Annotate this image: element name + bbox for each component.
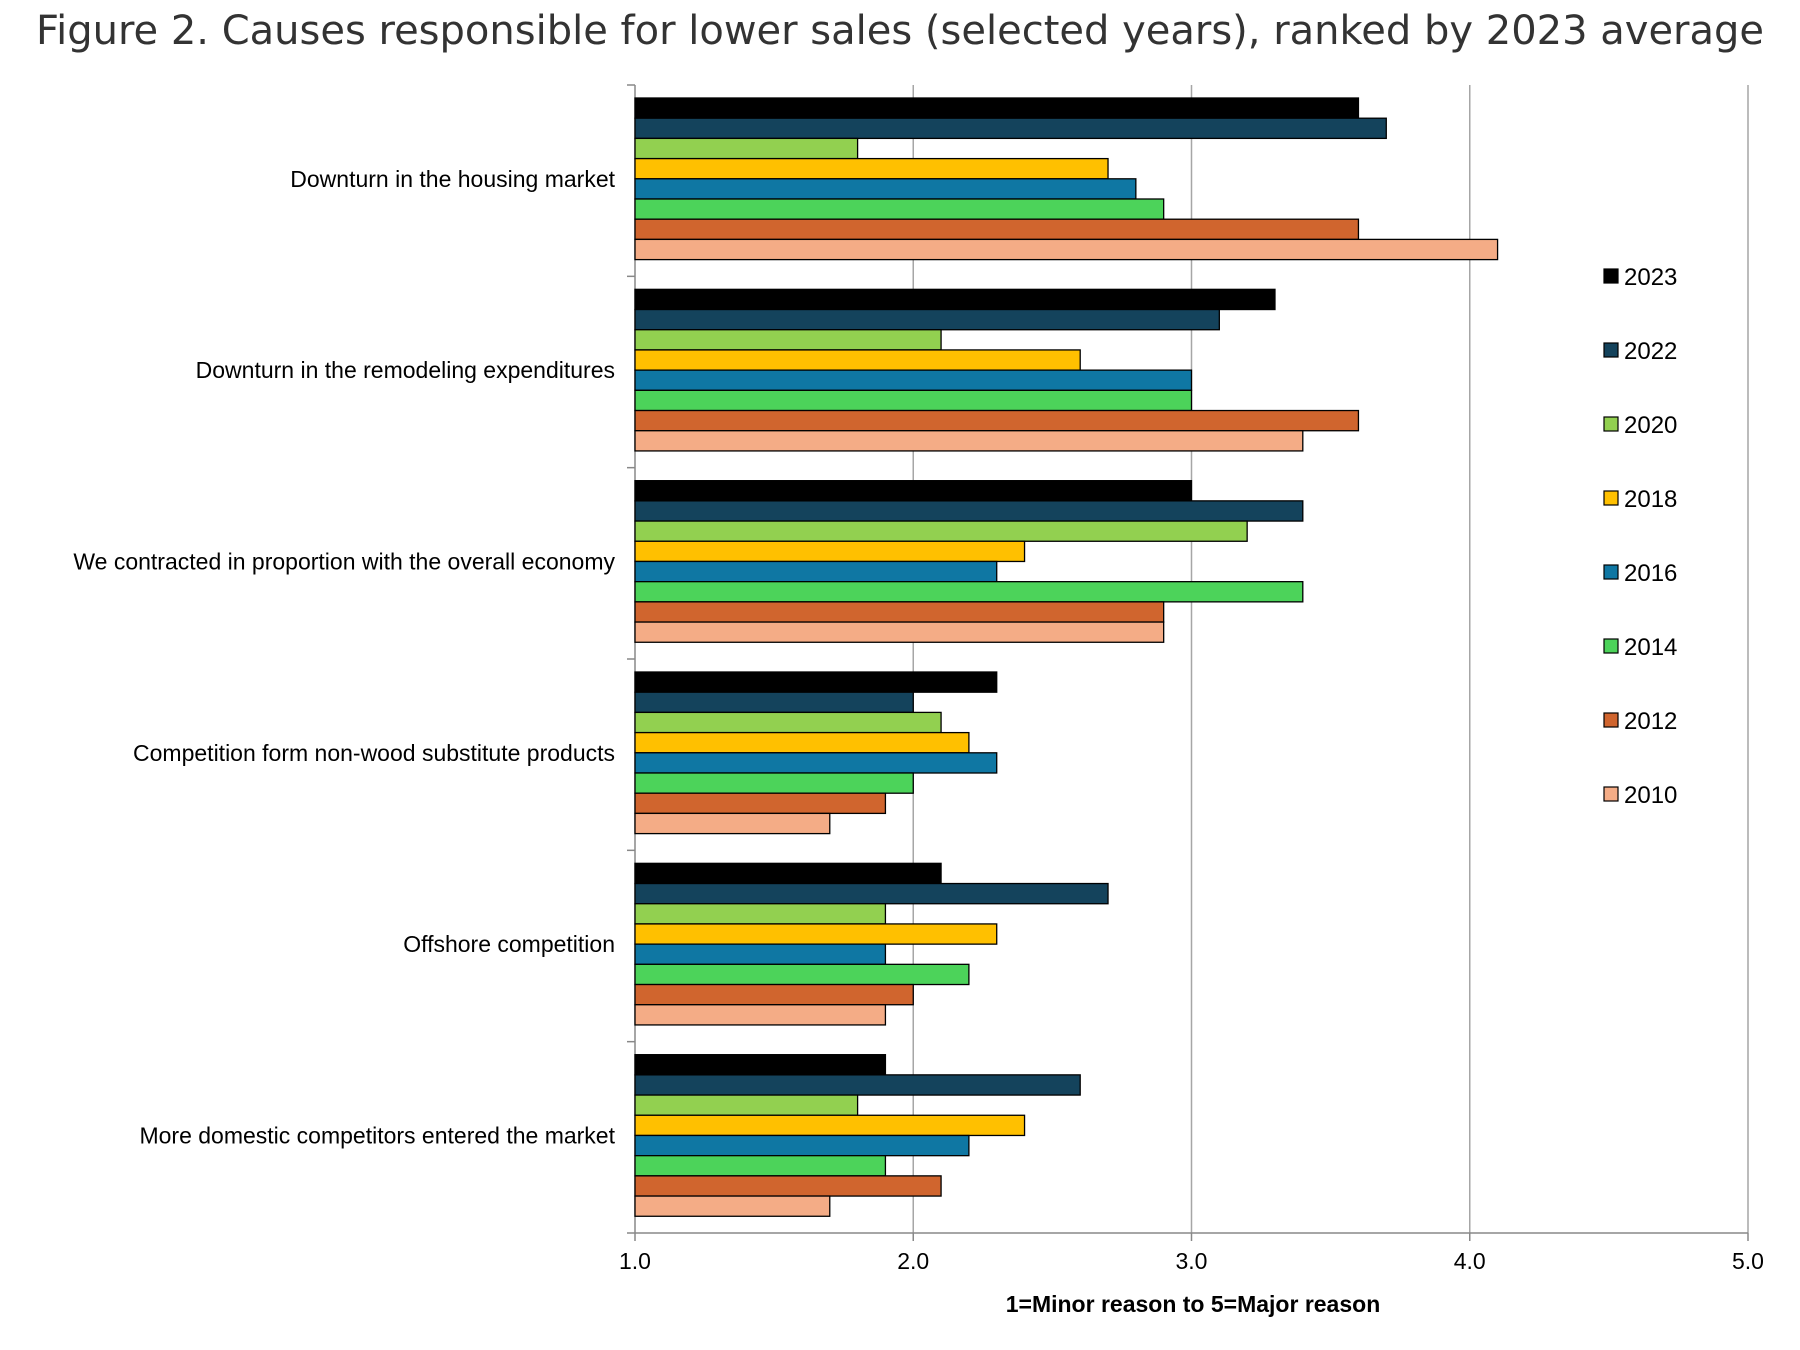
x-tick-label: 4.0 [1454, 1248, 1486, 1274]
x-axis-title: 1=Minor reason to 5=Major reason [1006, 1291, 1381, 1317]
bar-2022 [634, 117, 1387, 140]
bar-2022 [634, 500, 1304, 522]
legend-swatch-2014 [1603, 638, 1619, 654]
legend-swatch-2023 [1603, 268, 1619, 284]
category-label: Offshore competition [403, 931, 615, 957]
bar-2018 [634, 157, 1109, 180]
bar-2016 [634, 752, 998, 774]
bar-2020 [634, 1094, 859, 1116]
x-tick-label: 3.0 [1176, 1248, 1208, 1274]
bar-2014 [634, 772, 914, 794]
legend-label: 2012 [1624, 708, 1677, 735]
bar-2023 [634, 480, 1193, 502]
bar-2012 [634, 983, 914, 1006]
legend-label: 2023 [1624, 264, 1677, 291]
bar-2018 [634, 540, 1026, 563]
bar-2016 [634, 560, 998, 583]
bar-2016 [634, 178, 1137, 200]
bar-2022 [634, 1074, 1081, 1096]
bar-2023 [634, 288, 1276, 311]
legend-label: 2022 [1624, 338, 1677, 365]
legend-swatch-2022 [1603, 342, 1619, 358]
bar-2018 [634, 349, 1081, 371]
category-label: Downturn in the remodeling expenditures [196, 357, 615, 383]
bar-2014 [634, 581, 1304, 603]
bar-2010 [634, 430, 1304, 452]
x-tick-label: 5.0 [1732, 1248, 1764, 1274]
bar-2022 [634, 691, 914, 714]
bar-2010 [634, 238, 1499, 261]
legend-label: 2020 [1624, 412, 1677, 439]
bar-2010 [634, 621, 1165, 643]
bar-2022 [634, 882, 1109, 905]
category-label: Downturn in the housing market [290, 166, 615, 192]
legend-label: 2010 [1624, 782, 1677, 809]
bar-2023 [634, 97, 1360, 119]
bar-2010 [634, 1004, 887, 1026]
bar-2020 [634, 903, 887, 925]
legend-swatch-2010 [1603, 786, 1619, 802]
bar-2010 [634, 1195, 831, 1217]
bar-2018 [634, 1114, 1026, 1137]
legend-label: 2014 [1624, 634, 1677, 661]
x-tick-label: 1.0 [619, 1248, 651, 1274]
bar-2014 [634, 198, 1165, 220]
bar-2012 [634, 218, 1360, 241]
bar-2023 [634, 862, 942, 885]
bar-2016 [634, 369, 1193, 391]
bar-2020 [634, 711, 942, 734]
bar-2016 [634, 1134, 970, 1157]
bar-2012 [634, 601, 1165, 623]
bar-2020 [634, 137, 859, 160]
legend-label: 2016 [1624, 560, 1677, 587]
bar-2023 [634, 1054, 887, 1076]
bar-2020 [634, 520, 1248, 542]
bar-2018 [634, 731, 970, 754]
bar-2020 [634, 329, 942, 351]
category-label: We contracted in proportion with the ove… [73, 548, 615, 574]
bar-2014 [634, 963, 970, 986]
legend-swatch-2012 [1603, 712, 1619, 728]
bar-2014 [634, 389, 1193, 412]
bar-2022 [634, 308, 1220, 331]
bar-2010 [634, 812, 831, 835]
legend-swatch-2020 [1603, 416, 1619, 432]
category-label: Competition form non-wood substitute pro… [133, 740, 615, 766]
bar-2012 [634, 409, 1360, 432]
category-label: More domestic competitors entered the ma… [139, 1122, 615, 1148]
legend-swatch-2018 [1603, 490, 1619, 506]
bar-2012 [634, 1175, 942, 1197]
bar-2018 [634, 923, 998, 945]
chart-title: Figure 2. Causes responsible for lower s… [35, 8, 1765, 54]
bar-2023 [634, 671, 998, 693]
legend-swatch-2016 [1603, 564, 1619, 580]
bar-2014 [634, 1155, 887, 1177]
legend-label: 2018 [1624, 486, 1677, 513]
bar-2012 [634, 792, 887, 815]
bar-2016 [634, 943, 887, 965]
x-tick-label: 2.0 [897, 1248, 929, 1274]
